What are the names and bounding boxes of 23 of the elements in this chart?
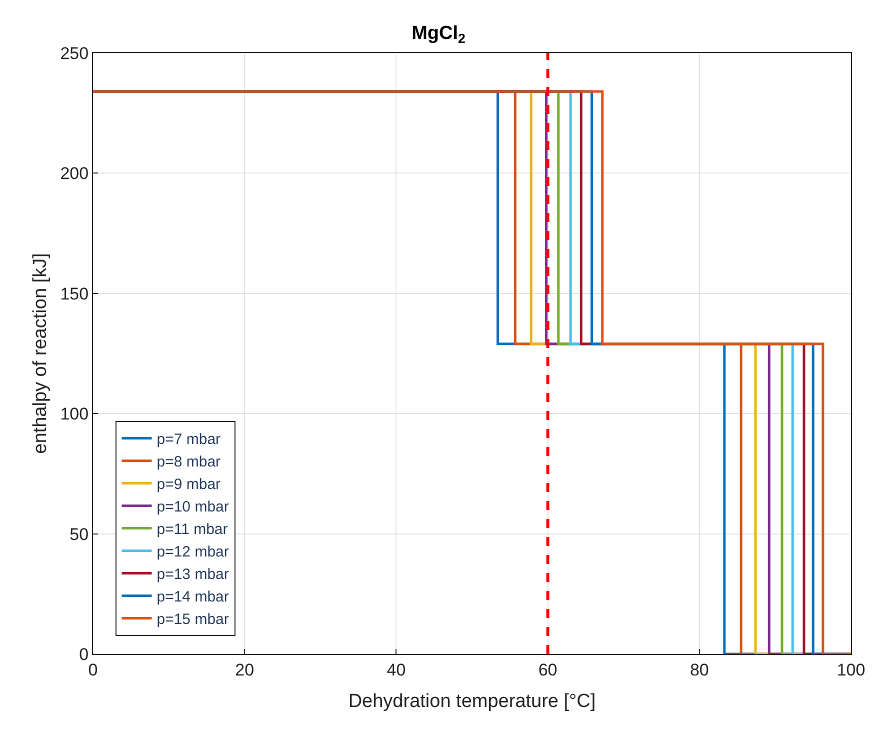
x-tick-label: 40 [386, 660, 406, 680]
y-tick-label: 100 [60, 404, 89, 424]
x-tick-label: 80 [690, 660, 709, 680]
legend-label: p=15 mbar [156, 611, 229, 628]
y-axis-title: enthalpy of reaction [kJ] [30, 253, 52, 454]
y-tick-label: 250 [60, 44, 89, 63]
legend-label: p=9 mbar [156, 476, 221, 494]
x-tick-label: 100 [836, 660, 866, 680]
y-tick-label: 50 [70, 524, 89, 544]
y-tick-label: 150 [60, 284, 89, 304]
x-tick-label: 20 [235, 660, 254, 680]
y-tick-label: 0 [79, 644, 89, 664]
y-tick-label: 200 [60, 164, 89, 184]
legend-label: p=8 mbar [156, 454, 221, 471]
legend-label: p=13 mbar [156, 566, 229, 584]
legend-label: p=14 mbar [156, 588, 229, 606]
x-tick-label: 60 [538, 660, 558, 680]
legend-label: p=7 mbar [156, 431, 221, 448]
legend-label: p=11 mbar [156, 521, 228, 538]
x-axis-title: Dehydration temperature [°C] [348, 691, 596, 712]
chart-title: MgCl$_{2}$ [412, 22, 466, 46]
legend-label: p=12 mbar [156, 544, 229, 561]
legend-label: p=10 mbar [156, 498, 229, 516]
